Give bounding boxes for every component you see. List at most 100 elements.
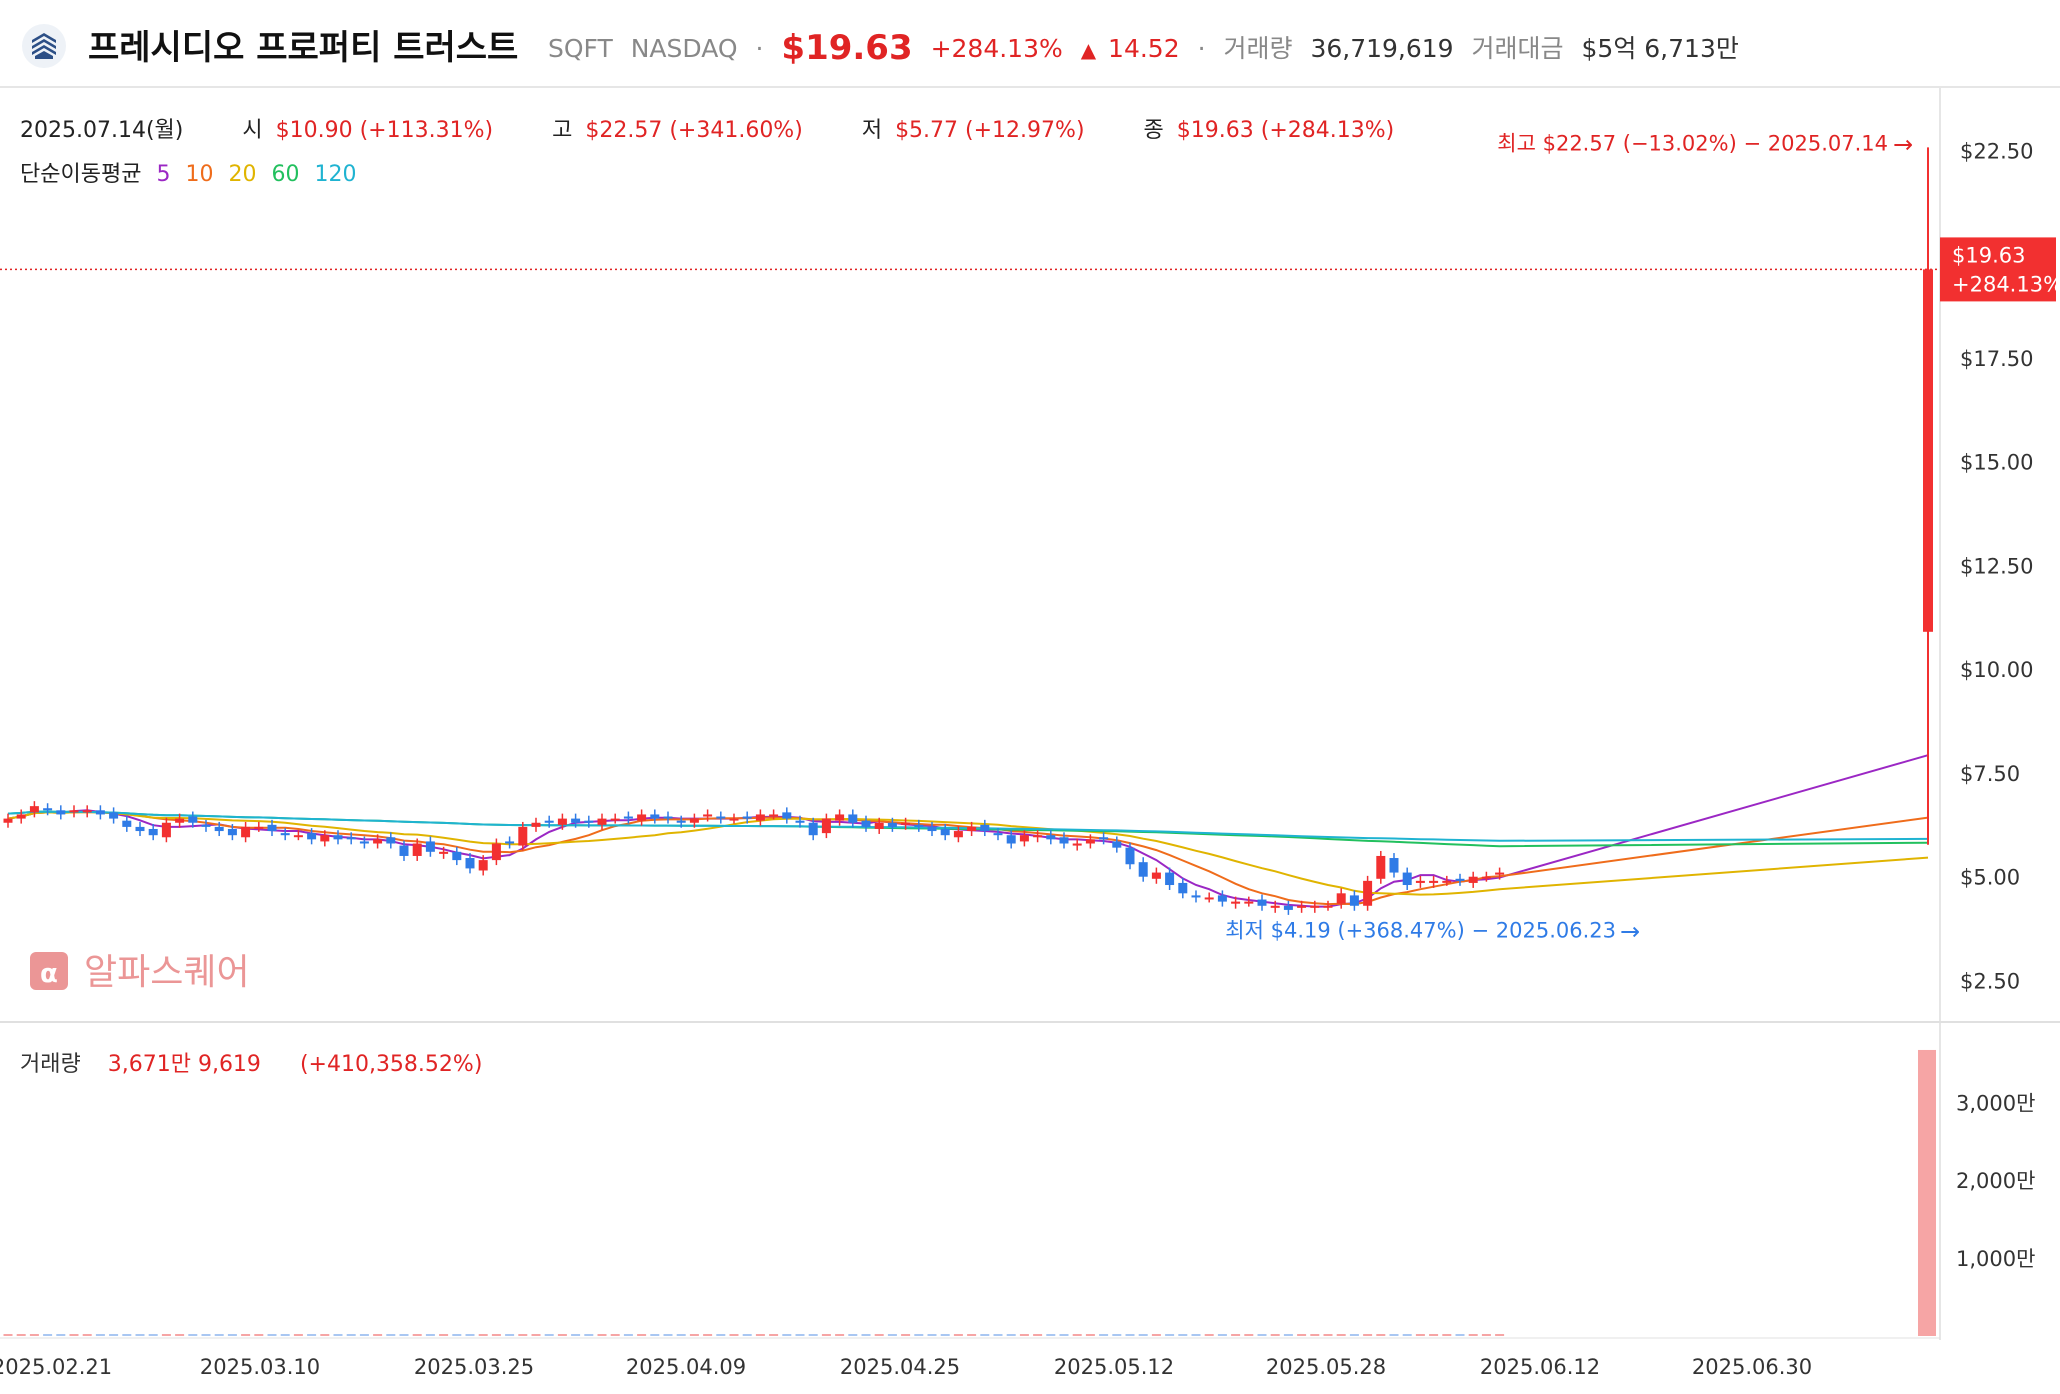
candle-body (293, 835, 303, 838)
volume-bar (610, 1334, 620, 1336)
price-tick-label: $17.50 (1960, 347, 2033, 371)
stock-header: 프레시디오 프로퍼티 트러스트 SQFT NASDAQ · $19.63 +28… (0, 0, 2060, 88)
date-tick-label: 2025.05.28 (1266, 1355, 1386, 1379)
candle-body (1006, 835, 1016, 844)
candle-body (1151, 872, 1161, 879)
candle-body (584, 820, 594, 823)
ma-20[interactable]: 20 (228, 162, 257, 187)
badge-price: $19.63 (1952, 243, 2025, 267)
volume-bar (1455, 1334, 1465, 1336)
candle-body (69, 810, 79, 813)
candle-body (43, 808, 53, 811)
volume-bar (571, 1334, 581, 1336)
volume-bar (1072, 1334, 1082, 1336)
date-axis: 2025.02.21 2025.03.10 2025.03.25 2025.04.09… (0, 1355, 1812, 1379)
candle-body (1283, 905, 1293, 910)
volume-bar (557, 1334, 567, 1336)
candle-body (109, 812, 119, 819)
volume-bar (439, 1334, 449, 1336)
volume-bar (689, 1334, 699, 1336)
candle-body (782, 812, 792, 819)
candle-body (1923, 269, 1933, 632)
volume-bar (953, 1334, 963, 1336)
candle-body (1085, 839, 1095, 844)
current-price-badge: $19.63 +284.13% (1940, 237, 2060, 302)
candle-body (610, 818, 620, 821)
candle-body (227, 828, 237, 836)
volume-bar (1415, 1334, 1425, 1336)
volume-bar (425, 1334, 435, 1336)
change-amount: 14.52 (1108, 34, 1180, 63)
candle-body (1389, 858, 1399, 873)
volume-bar (478, 1334, 488, 1336)
volume-bar (254, 1334, 264, 1336)
ohlc-legend: 2025.07.14(월) 시 $10.90 (+113.31%) 고 $22.… (20, 112, 1400, 144)
candle-body (755, 814, 765, 821)
building-stack-icon (22, 24, 66, 68)
volume-bar (29, 1334, 39, 1336)
moving-average-legend[interactable]: 단순이동평균 5 10 20 60 120 (20, 156, 364, 188)
price-tick-label: $12.50 (1960, 554, 2033, 578)
volume-bar (1283, 1334, 1293, 1336)
volume-bar (412, 1334, 422, 1336)
candle-body (478, 860, 488, 871)
candle-body (887, 822, 897, 827)
date-tick-label: 2025.05.12 (1054, 1355, 1174, 1379)
candle-body (901, 822, 911, 825)
candle-body (1191, 895, 1201, 898)
volume-bar (1046, 1334, 1056, 1336)
volume-bar (386, 1334, 396, 1336)
volume-bar (1389, 1334, 1399, 1336)
candle-body (1112, 841, 1122, 848)
volume-bar (241, 1334, 251, 1336)
volume-bar (874, 1334, 884, 1336)
close-label: 종 (1143, 118, 1164, 143)
candle-body (1257, 899, 1267, 906)
ma-60[interactable]: 60 (271, 162, 300, 187)
volume-bar (1310, 1334, 1320, 1336)
volume-bar (1033, 1334, 1043, 1336)
ma-line-60 (7, 810, 1929, 848)
candle-body (122, 820, 132, 827)
candle-body (82, 810, 92, 813)
candle-body (412, 843, 422, 856)
volume-bar (1323, 1334, 1333, 1336)
ma-line-5 (7, 754, 1929, 908)
watermark: α 알파스퀘어 (30, 952, 250, 993)
candle-body (663, 816, 673, 819)
right-arrow-icon: → (1893, 130, 1913, 158)
candle-body (1442, 880, 1452, 883)
ma-120[interactable]: 120 (314, 162, 357, 187)
candle-body (1270, 905, 1280, 908)
alpha-square-icon (30, 952, 68, 990)
volume-bar (1429, 1334, 1439, 1336)
volume-value: 36,719,619 (1310, 34, 1454, 63)
volume-bar (861, 1334, 871, 1336)
candle-body (940, 828, 950, 836)
volume-bar (227, 1334, 237, 1336)
ma-line-120 (7, 810, 1929, 842)
volume-bar (703, 1334, 713, 1336)
volume-tick-label: 1,000만 (1956, 1247, 2035, 1271)
candle-body (1429, 880, 1439, 883)
ma-10[interactable]: 10 (185, 162, 214, 187)
price-tick-label: $7.50 (1960, 762, 2020, 786)
candle-body (795, 820, 805, 823)
candle-body (1059, 837, 1069, 844)
ma-5[interactable]: 5 (156, 162, 171, 187)
volume-bar (769, 1334, 779, 1336)
candle-body (835, 814, 845, 821)
candle-body (808, 822, 818, 836)
volume-bar (69, 1334, 79, 1336)
candle-body (518, 826, 528, 846)
volume-legend: 거래량 3,671만 9,619 (+410,358.52%) (20, 1046, 482, 1078)
volume-bar (109, 1334, 119, 1336)
candle-body (1019, 835, 1029, 842)
candle-body (1072, 843, 1082, 846)
ma-label: 단순이동평균 (20, 162, 142, 187)
volume-bar (821, 1334, 831, 1336)
volume-bar (465, 1334, 475, 1336)
volume-bar (95, 1334, 105, 1336)
volume-bar (267, 1334, 277, 1336)
